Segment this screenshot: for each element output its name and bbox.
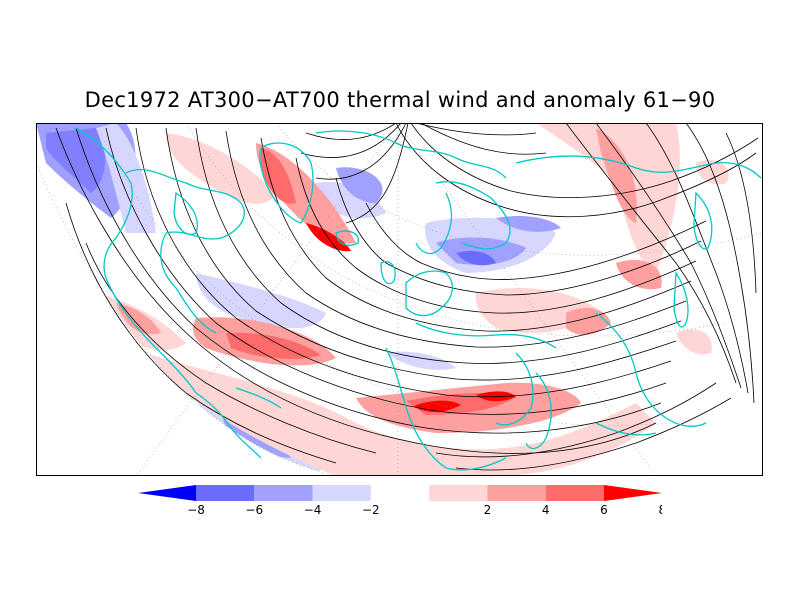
colorbar-tick-label: 6 xyxy=(600,503,608,517)
anomaly-positive xyxy=(596,128,637,223)
anomaly-negative xyxy=(196,273,326,329)
graticule-line xyxy=(95,123,677,426)
coastline-uk xyxy=(380,261,396,285)
coastline-europe-west xyxy=(405,270,453,317)
coastline-na-east xyxy=(160,232,217,334)
coastline-mediterranean xyxy=(415,322,557,349)
anomaly-positive xyxy=(536,123,680,273)
colorbar-swatch xyxy=(254,485,313,501)
colorbar-tick-label: −8 xyxy=(187,503,205,517)
coastline-japan xyxy=(673,271,689,328)
anomaly-positive xyxy=(476,391,516,402)
coastline-canada xyxy=(125,169,245,240)
colorbar-swatch xyxy=(312,485,371,501)
coastline-iceland xyxy=(335,230,360,246)
coastlines xyxy=(75,127,762,471)
streamline xyxy=(645,123,749,394)
colorbar-swatch xyxy=(429,485,488,501)
streamline xyxy=(365,202,707,280)
streamline xyxy=(55,127,657,454)
anomaly-positive xyxy=(116,303,161,335)
anomaly-negative xyxy=(336,167,383,203)
anomaly-positive xyxy=(616,259,662,290)
hemisphere-outside xyxy=(686,423,763,476)
streamline xyxy=(295,157,697,314)
coastline-caribbean xyxy=(235,387,282,409)
colorbar-tick-label: −4 xyxy=(304,503,322,517)
colorbar-tick-label: 2 xyxy=(484,503,492,517)
colorbar-tick-label: −6 xyxy=(245,503,263,517)
anomaly-negative xyxy=(456,251,496,266)
streamline xyxy=(315,123,407,180)
streamline xyxy=(685,123,755,404)
coastline-scandinavia xyxy=(415,192,453,255)
streamline xyxy=(300,123,402,158)
anomaly-negative xyxy=(386,351,456,370)
streamline xyxy=(195,127,682,364)
anomaly-positive xyxy=(226,332,321,359)
streamline xyxy=(135,127,672,398)
streamline xyxy=(225,130,687,348)
anomaly-negative xyxy=(96,123,156,233)
colorbar-extend-low xyxy=(138,485,196,501)
colorbar-swatch xyxy=(196,485,255,501)
streamline xyxy=(335,177,702,296)
coastline-central-america xyxy=(195,392,262,459)
coastline-hudson xyxy=(173,191,198,235)
anomaly-negative xyxy=(496,216,561,232)
streamline xyxy=(435,382,717,458)
coastline-kamchatka xyxy=(693,191,713,250)
streamline xyxy=(260,137,692,332)
thermal-wind-streamlines xyxy=(55,123,759,471)
anomaly-positive xyxy=(261,148,296,204)
map-title: Dec1972 AT300−AT700 thermal wind and ano… xyxy=(84,88,716,112)
streamline xyxy=(345,123,409,224)
coastline-arctic xyxy=(315,130,507,179)
streamline xyxy=(725,132,757,294)
streamline xyxy=(420,123,547,155)
coastline-siberia xyxy=(515,155,762,179)
anomaly-positive xyxy=(146,353,656,476)
anomaly-positive xyxy=(676,329,712,355)
coastline-india xyxy=(525,372,552,450)
colorbar-swatch xyxy=(487,485,546,501)
colorbar-tick-label: −2 xyxy=(362,503,380,517)
anomaly-positive xyxy=(166,133,276,204)
graticule-line xyxy=(185,123,727,337)
colorbar-tick-label: 4 xyxy=(542,503,550,517)
anomaly-positive xyxy=(475,288,596,333)
thermal-wind-map xyxy=(36,123,763,476)
streamline xyxy=(75,127,662,434)
coastline-arabia xyxy=(495,352,534,426)
streamline xyxy=(165,127,677,381)
anomaly-positive xyxy=(306,223,351,252)
colorbar-swatch xyxy=(370,485,430,501)
streamline xyxy=(65,202,337,464)
streamline xyxy=(455,397,732,471)
colorbar-extend-high xyxy=(604,485,662,501)
hemisphere-outside xyxy=(36,163,336,476)
coastline-asia-east xyxy=(595,312,707,427)
coastline-alaska xyxy=(75,127,133,279)
streamline xyxy=(105,127,667,415)
graticule-line xyxy=(275,123,763,256)
streamline xyxy=(415,123,537,136)
anomaly-negative xyxy=(46,128,106,193)
colorbar-tick-label: 8 xyxy=(658,503,662,517)
coastline-greenland xyxy=(259,142,314,224)
coastline-europe-north xyxy=(435,181,511,250)
coastline-africa xyxy=(385,347,507,471)
colorbar-swatch xyxy=(545,485,604,501)
streamline xyxy=(595,123,742,389)
colorbar: −8 −6 −4 −2 2 4 6 8 xyxy=(138,485,662,517)
streamline xyxy=(565,123,737,384)
streamline xyxy=(305,123,397,140)
coastline-na-west xyxy=(105,277,197,394)
map-frame-border xyxy=(36,123,763,476)
streamline xyxy=(395,123,757,218)
coastline-indonesia xyxy=(595,422,657,436)
